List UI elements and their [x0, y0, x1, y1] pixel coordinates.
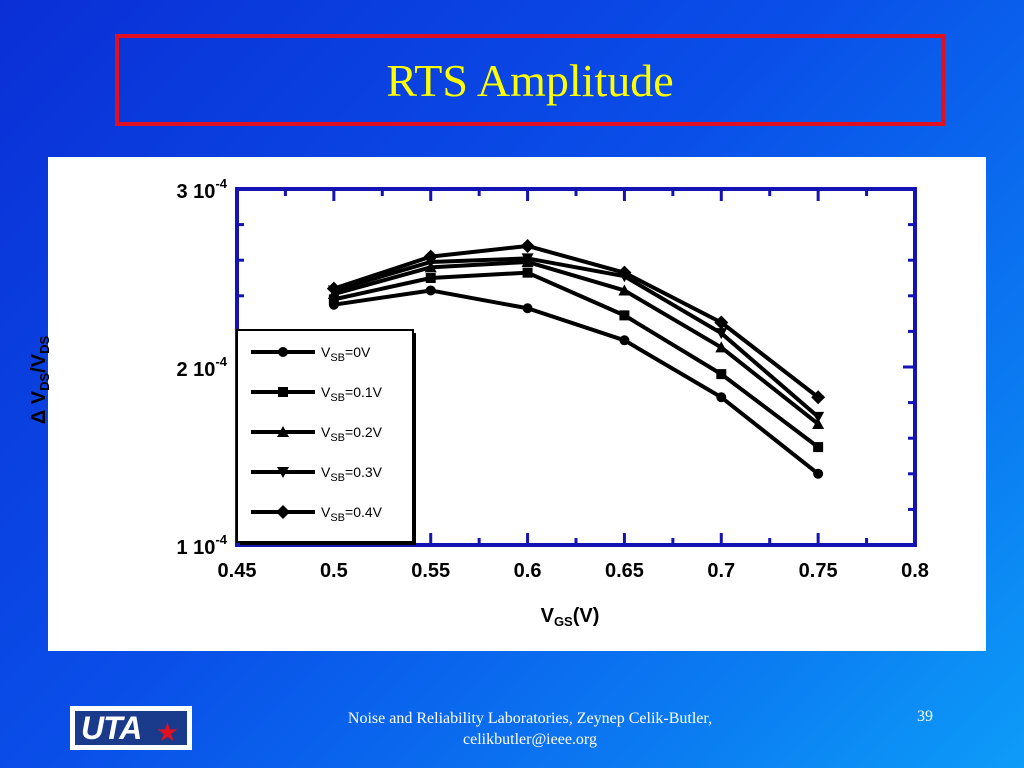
- data-point: [522, 303, 533, 314]
- legend-label-rest: =0.2V: [345, 424, 383, 440]
- legend-marker: [276, 505, 290, 519]
- rts-amplitude-chart: 0.45 0.5 0.55 0.6 0.65 0.7 0.75 0.83 10-42 10-4…: [177, 176, 929, 582]
- legend-label-main: V: [321, 344, 331, 360]
- x-tick-label: 0.8: [901, 560, 929, 582]
- x-tick-label: 0.6: [514, 560, 542, 582]
- legend-label-sub: SB: [330, 432, 345, 444]
- x-tick-label: 0.75: [799, 560, 838, 582]
- data-point: [423, 249, 438, 264]
- legend-label-main: V: [321, 424, 331, 440]
- legend-label-main: V: [321, 504, 331, 520]
- x-tick-label: 0.45: [218, 560, 257, 582]
- series-line: [333, 270, 820, 449]
- legend-label-main: V: [321, 384, 331, 400]
- series-2: [327, 255, 825, 429]
- x-tick-label: 0.5: [320, 560, 348, 582]
- footer-line-2: celikbutler@ieee.org: [463, 731, 597, 748]
- footer-line-1: Noise and Reliability Laboratories, Zeyn…: [347, 710, 713, 727]
- legend-label-main: V: [321, 464, 331, 480]
- legend-label: VSB=0.4V: [321, 504, 383, 524]
- series-0: [328, 285, 824, 479]
- chart-panel: 0.45 0.5 0.55 0.6 0.65 0.7 0.75 0.8 3 10-4 2 10-4…: [48, 157, 986, 651]
- data-point: [328, 294, 339, 305]
- data-point: [425, 285, 436, 296]
- series-1: [328, 267, 824, 453]
- legend-label: VSB=0V: [321, 344, 371, 364]
- legend-label-rest: =0.4V: [345, 504, 383, 520]
- y-axis-label-sub2: DS: [37, 335, 52, 354]
- legend-label-rest: =0.3V: [345, 464, 383, 480]
- x-axis-label-rest: (V): [572, 605, 600, 627]
- star-icon: ★: [155, 718, 179, 748]
- y-tick-mantissa: 3 10: [177, 181, 216, 203]
- x-tick-label: 0.55: [411, 560, 450, 582]
- y-tick-exponent: -4: [215, 354, 227, 369]
- legend-label-sub: SB: [330, 512, 345, 524]
- legend-marker: [277, 467, 289, 478]
- legend-label: VSB=0.3V: [321, 464, 383, 484]
- series-line: [333, 288, 820, 476]
- x-axis-label-main: V: [540, 605, 554, 627]
- data-point: [812, 411, 825, 423]
- series-4: [326, 238, 826, 405]
- y-axis-label-mid: /V: [28, 353, 50, 373]
- legend-marker: [277, 426, 289, 437]
- legend-label-rest: =0.1V: [345, 384, 383, 400]
- data-point: [715, 341, 728, 353]
- legend-marker: [278, 347, 288, 357]
- y-tick-mantissa: 2 10: [177, 359, 216, 381]
- uta-logo-text: UTA: [81, 709, 142, 746]
- series-line: [333, 243, 820, 399]
- uta-logo: UTA ★: [70, 706, 192, 750]
- x-tick-label: 0.65: [605, 560, 644, 582]
- data-point: [812, 417, 825, 429]
- legend-marker: [278, 387, 288, 397]
- legend-box: [236, 329, 414, 543]
- data-point: [521, 253, 534, 265]
- y-tick-mantissa: 1 10: [177, 537, 216, 559]
- y-axis-label-prefix: Δ V: [28, 390, 50, 425]
- data-point: [619, 310, 630, 321]
- x-axis-label: VGS(V): [541, 605, 600, 629]
- legend-label-sub: SB: [330, 352, 345, 364]
- data-point: [617, 265, 632, 280]
- slide-number: 39: [917, 708, 933, 725]
- series-line: [333, 259, 820, 426]
- data-point: [811, 390, 826, 405]
- y-axis-label-sub1: DS: [37, 372, 52, 391]
- data-point: [619, 335, 630, 346]
- data-point: [716, 392, 727, 403]
- data-point: [813, 442, 824, 453]
- title-frame: RTS Amplitude: [115, 34, 945, 126]
- y-tick-label: 1 10-4: [177, 532, 228, 559]
- x-axis-label-sub: GS: [553, 614, 573, 629]
- legend-label: VSB=0.2V: [321, 424, 383, 444]
- x-tick-label: 0.7: [707, 560, 735, 582]
- data-point: [716, 369, 727, 380]
- y-tick-label: 2 10-4: [177, 354, 228, 381]
- data-point: [714, 315, 729, 330]
- y-tick-exponent: -4: [215, 176, 227, 191]
- footer-credit: Noise and Reliability Laboratories, Zeyn…: [280, 708, 780, 750]
- data-point: [618, 284, 631, 296]
- data-point: [425, 273, 436, 283]
- data-point: [813, 468, 824, 479]
- legend-label-sub: SB: [330, 472, 345, 484]
- legend-label-sub: SB: [330, 392, 345, 404]
- slide-title: RTS Amplitude: [386, 54, 674, 106]
- y-tick-exponent: -4: [215, 532, 227, 547]
- y-tick-label: 3 10-4: [177, 176, 228, 203]
- data-point: [522, 267, 533, 278]
- data-point: [326, 281, 341, 296]
- legend-label-rest: =0V: [345, 344, 371, 360]
- legend-label: VSB=0.1V: [321, 384, 383, 404]
- data-point: [715, 328, 728, 340]
- data-point: [520, 238, 535, 253]
- series-line: [333, 256, 820, 419]
